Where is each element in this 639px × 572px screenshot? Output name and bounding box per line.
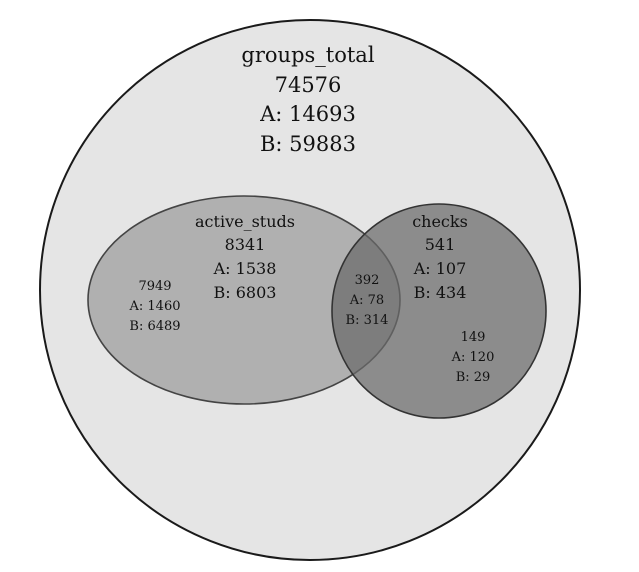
active-only-label: 7949 A: 1460 B: 6489 bbox=[129, 279, 181, 334]
groups-total-title: groups_total bbox=[241, 43, 374, 67]
checks-only-a: A: 120 bbox=[451, 350, 495, 365]
checks-label: checks 541 A: 107 B: 434 bbox=[412, 212, 468, 302]
checks-a: A: 107 bbox=[413, 259, 467, 278]
active-studs-a: A: 1538 bbox=[213, 259, 277, 278]
overlap-a: A: 78 bbox=[349, 293, 384, 308]
active-studs-title: active_studs bbox=[195, 212, 295, 231]
overlap-b: B: 314 bbox=[346, 313, 389, 328]
checks-title: checks bbox=[412, 212, 468, 231]
groups-total-a: A: 14693 bbox=[259, 102, 356, 126]
active-only-a: A: 1460 bbox=[129, 299, 181, 314]
checks-b: B: 434 bbox=[414, 283, 467, 302]
groups-total-b: B: 59883 bbox=[260, 132, 356, 156]
checks-count: 541 bbox=[425, 235, 456, 254]
overlap-count: 392 bbox=[355, 273, 380, 288]
checks-only-label: 149 A: 120 B: 29 bbox=[451, 330, 495, 385]
active-only-b: B: 6489 bbox=[129, 319, 180, 334]
active-studs-b: B: 6803 bbox=[214, 283, 277, 302]
checks-circle bbox=[331, 203, 547, 419]
checks-only-count: 149 bbox=[461, 330, 486, 345]
active-only-count: 7949 bbox=[138, 279, 171, 294]
groups-total-label: groups_total 74576 A: 14693 B: 59883 bbox=[241, 43, 374, 156]
groups-total-count: 74576 bbox=[275, 73, 342, 97]
overlap-label: 392 A: 78 B: 314 bbox=[346, 273, 389, 328]
active-studs-label: active_studs 8341 A: 1538 B: 6803 bbox=[195, 212, 295, 302]
active-studs-count: 8341 bbox=[225, 235, 266, 254]
checks-only-b: B: 29 bbox=[456, 370, 491, 385]
